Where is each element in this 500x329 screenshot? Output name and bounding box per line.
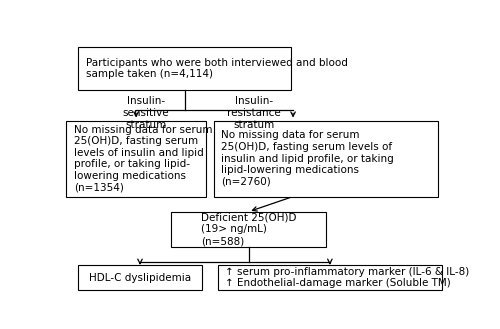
Text: Deficient 25(OH)D
(19> ng/mL)
(n=588): Deficient 25(OH)D (19> ng/mL) (n=588)	[201, 213, 296, 246]
Text: No missing data for serum
25(OH)D, fasting serum
levels of insulin and lipid
pro: No missing data for serum 25(OH)D, fasti…	[74, 125, 212, 192]
FancyBboxPatch shape	[78, 265, 202, 290]
FancyBboxPatch shape	[78, 47, 291, 90]
Text: Insulin-
sensitive
stratum: Insulin- sensitive stratum	[122, 96, 169, 130]
Text: HDL-C dyslipidemia: HDL-C dyslipidemia	[89, 273, 191, 283]
FancyBboxPatch shape	[171, 212, 326, 247]
FancyBboxPatch shape	[66, 120, 206, 196]
Text: Insulin-
resistance
stratum: Insulin- resistance stratum	[228, 96, 281, 130]
FancyBboxPatch shape	[218, 265, 442, 290]
Text: No missing data for serum
25(OH)D, fasting serum levels of
insulin and lipid pro: No missing data for serum 25(OH)D, fasti…	[222, 130, 394, 187]
Text: ↑ serum pro-inflammatory marker (IL-6 & IL-8)
↑ Endothelial-damage marker (Solub: ↑ serum pro-inflammatory marker (IL-6 & …	[226, 267, 470, 289]
FancyBboxPatch shape	[214, 120, 438, 196]
Text: Participants who were both interviewed and blood
sample taken (n=4,114): Participants who were both interviewed a…	[86, 58, 347, 79]
